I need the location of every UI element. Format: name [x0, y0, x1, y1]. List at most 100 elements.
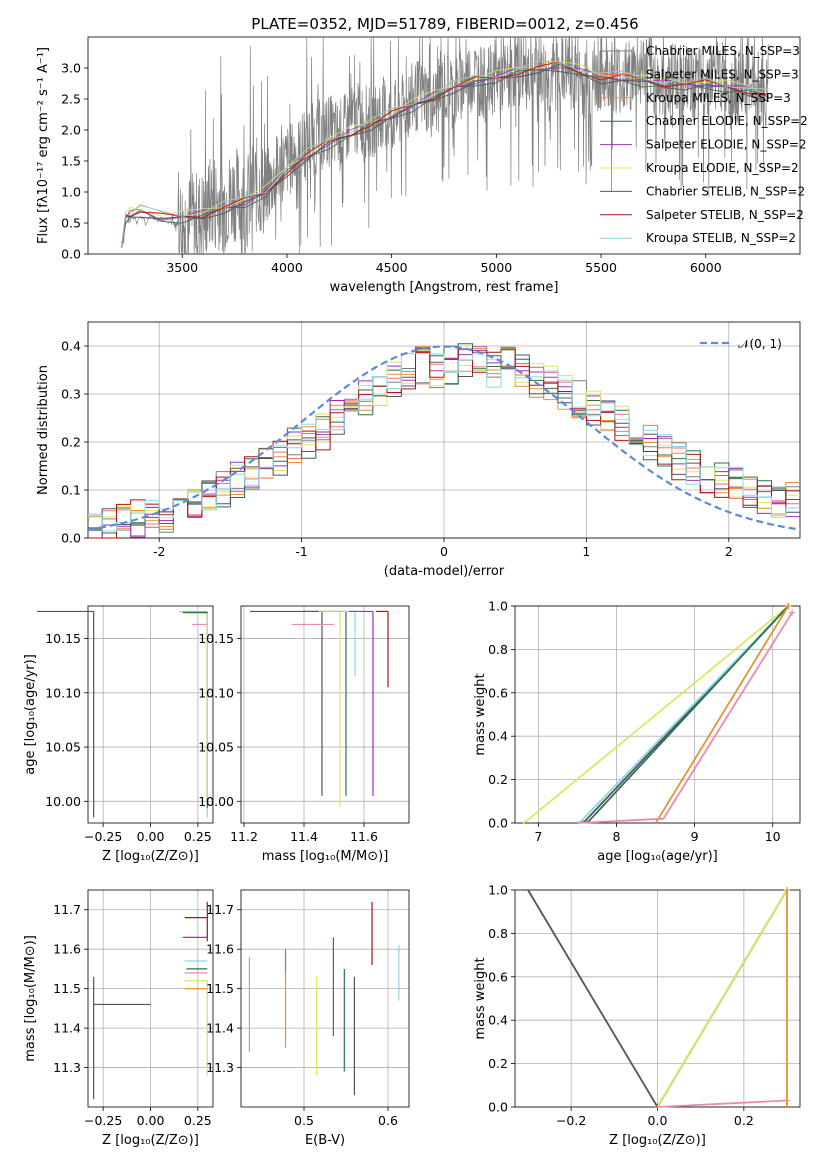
x-axis-label: E(B-V) — [305, 1133, 345, 1148]
mass_vs_EBV-panel: 0.5 0.6 11.3 11.4 11.5 11.6 11.7 E(B-V) — [206, 889, 410, 1148]
gaussian-reference-curve — [87, 345, 801, 531]
cumulative-line — [577, 605, 789, 824]
y-tick-label: 11.3 — [206, 1060, 234, 1075]
model-spectrum-line — [121, 63, 769, 248]
y-axis-label: Normed distribution — [36, 365, 51, 495]
cumulative-line — [656, 889, 788, 1108]
x-axis-label: Z [log₁₀(Z/Z⊙)] — [102, 1133, 199, 1148]
cumulative-marker — [784, 887, 791, 893]
residuals-panel: -2 -1 0 1 2 0.0 0.1 0.2 0.3 0.4 (data-model)/error… — [36, 321, 801, 579]
y-tick-label: 0.2 — [61, 435, 81, 450]
cumulative_mass_age-panel: 7 8 9 10 0.0 0.2 0.4 0.6 0.8 1.0 age [log₁₀(age/yr… — [473, 599, 801, 864]
x-tick-label: -2 — [153, 544, 165, 559]
x-tick-label: 8 — [613, 829, 621, 844]
cumulative-line — [577, 612, 793, 824]
y-axis-label: age [log₁₀(age/yr)] — [23, 654, 38, 775]
cumulative-line — [527, 889, 659, 1108]
y-tick-label: 0.8 — [488, 642, 508, 657]
y-tick-label: 11.3 — [53, 1060, 81, 1075]
y-tick-label: 0.6 — [488, 969, 508, 984]
x-axis-label: mass [log₁₀(M/M⊙)] — [262, 849, 389, 864]
legend-entry: Salpeter MILES, N_SSP=3 — [646, 67, 799, 81]
cumulative-marker — [789, 609, 796, 616]
y-tick-label: 10.00 — [45, 794, 81, 809]
legend-entry: Chabrier STELIB, N_SSP=2 — [646, 184, 805, 198]
x-tick-label: 7 — [534, 829, 542, 844]
y-tick-label: 1.0 — [61, 185, 81, 200]
axes-frame — [240, 889, 410, 1108]
figure-title: PLATE=0352, MJD=51789, FIBERID=0012, z=0… — [251, 15, 638, 33]
age_vs_mass-panel: 11.2 11.4 11.6 10.00 10.05 10.10 10.15 mass [lo… — [198, 605, 410, 864]
y-tick-label: 11.4 — [53, 1021, 81, 1036]
cumulative-line — [657, 1099, 788, 1108]
y-tick-label: 0.4 — [488, 729, 508, 744]
age_vs_Z-panel: −0.25 0.00 0.25 10.00 10.05 10.10 10.15 Z [log₁… — [23, 605, 214, 864]
x-tick-label: 6000 — [690, 260, 722, 275]
x-tick-label: 11.2 — [230, 829, 258, 844]
x-tick-label: 0.0 — [648, 1113, 668, 1128]
model-spectrum-line — [121, 60, 769, 248]
cumulative-line — [654, 605, 790, 824]
y-tick-label: 0.0 — [61, 247, 81, 262]
y-tick-label: 10.05 — [45, 740, 81, 755]
y-tick-label: 0.2 — [488, 772, 508, 787]
y-tick-label: 11.7 — [53, 902, 81, 917]
x-tick-label: 0 — [440, 544, 448, 559]
y-tick-label: 2.0 — [61, 123, 81, 138]
y-tick-label: 10.05 — [198, 740, 234, 755]
histogram-outline — [88, 348, 800, 519]
x-tick-label: 4000 — [271, 260, 303, 275]
legend-entry: Salpeter ELODIE, N_SSP=2 — [646, 138, 807, 152]
x-tick-label: −0.2 — [556, 1113, 586, 1128]
x-tick-label: 0.25 — [184, 829, 212, 844]
x-tick-label: 0.00 — [137, 829, 165, 844]
y-tick-label: 2.5 — [61, 92, 81, 107]
legend-entry: Chabrier MILES, N_SSP=3 — [646, 44, 800, 58]
x-tick-label: 0.00 — [137, 1113, 165, 1128]
x-tick-label: −0.25 — [84, 1113, 122, 1128]
axes-frame — [87, 321, 801, 539]
x-tick-label: 0.6 — [378, 1113, 398, 1128]
legend-entry: Kroupa ELODIE, N_SSP=2 — [646, 161, 799, 175]
histogram-outline — [88, 352, 800, 532]
x-tick-label: −0.25 — [84, 829, 122, 844]
x-axis-label: (data-model)/error — [384, 564, 505, 579]
model-spectrum-line — [121, 60, 769, 248]
y-tick-label: 10.10 — [198, 685, 234, 700]
cumulative-marker — [785, 603, 792, 609]
y-tick-label: 11.6 — [53, 942, 81, 957]
x-tick-label: -1 — [295, 544, 307, 559]
axes-frame — [240, 605, 410, 824]
model-spectrum-line — [121, 61, 769, 248]
x-tick-label: 3500 — [166, 260, 198, 275]
y-tick-label: 0.4 — [61, 339, 81, 354]
y-tick-label: 1.0 — [488, 883, 508, 898]
legend-entry: Kroupa STELIB, N_SSP=2 — [646, 231, 796, 245]
x-tick-label: 1 — [582, 544, 590, 559]
x-tick-label: 4500 — [376, 260, 408, 275]
spectrum-panel: 3500 4000 4500 5000 5500 6000 0.0 0.5 1.0 1.5 2.0 2… — [36, 36, 808, 295]
y-tick-label: 0.4 — [488, 1013, 508, 1028]
axes-frame — [87, 36, 801, 255]
y-tick-label: 1.0 — [488, 599, 508, 614]
y-tick-label: 0.0 — [488, 1100, 508, 1115]
y-tick-label: 10.15 — [45, 631, 81, 646]
x-tick-label: 0.25 — [184, 1113, 212, 1128]
y-tick-label: 11.5 — [53, 981, 81, 996]
y-tick-label: 11.5 — [206, 981, 234, 996]
legend-entry: Chabrier ELODIE, N_SSP=2 — [646, 114, 808, 128]
model-spectrum-line — [121, 69, 769, 248]
x-tick-label: 9 — [691, 829, 699, 844]
cumulative_mass_Z-panel: −0.2 0.0 0.2 0.0 0.2 0.4 0.6 0.8 1.0 Z [log₁₀(Z/Z… — [473, 883, 801, 1148]
x-tick-label: 0.5 — [294, 1113, 314, 1128]
x-tick-label: 2 — [725, 544, 733, 559]
x-axis-label: Z [log₁₀(Z/Z⊙)] — [102, 849, 199, 864]
x-tick-label: 11.6 — [350, 829, 378, 844]
y-tick-label: 3.0 — [61, 61, 81, 76]
y-tick-label: 1.5 — [61, 154, 81, 169]
legend-entry: 𝒩(0, 1) — [738, 337, 782, 351]
x-axis-label: age [log₁₀(age/yr)] — [597, 849, 718, 864]
y-tick-label: 11.7 — [206, 902, 234, 917]
x-tick-label: 5500 — [585, 260, 617, 275]
